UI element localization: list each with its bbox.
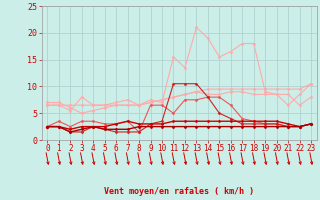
Text: Vent moyen/en rafales ( km/h ): Vent moyen/en rafales ( km/h ) xyxy=(104,187,254,196)
